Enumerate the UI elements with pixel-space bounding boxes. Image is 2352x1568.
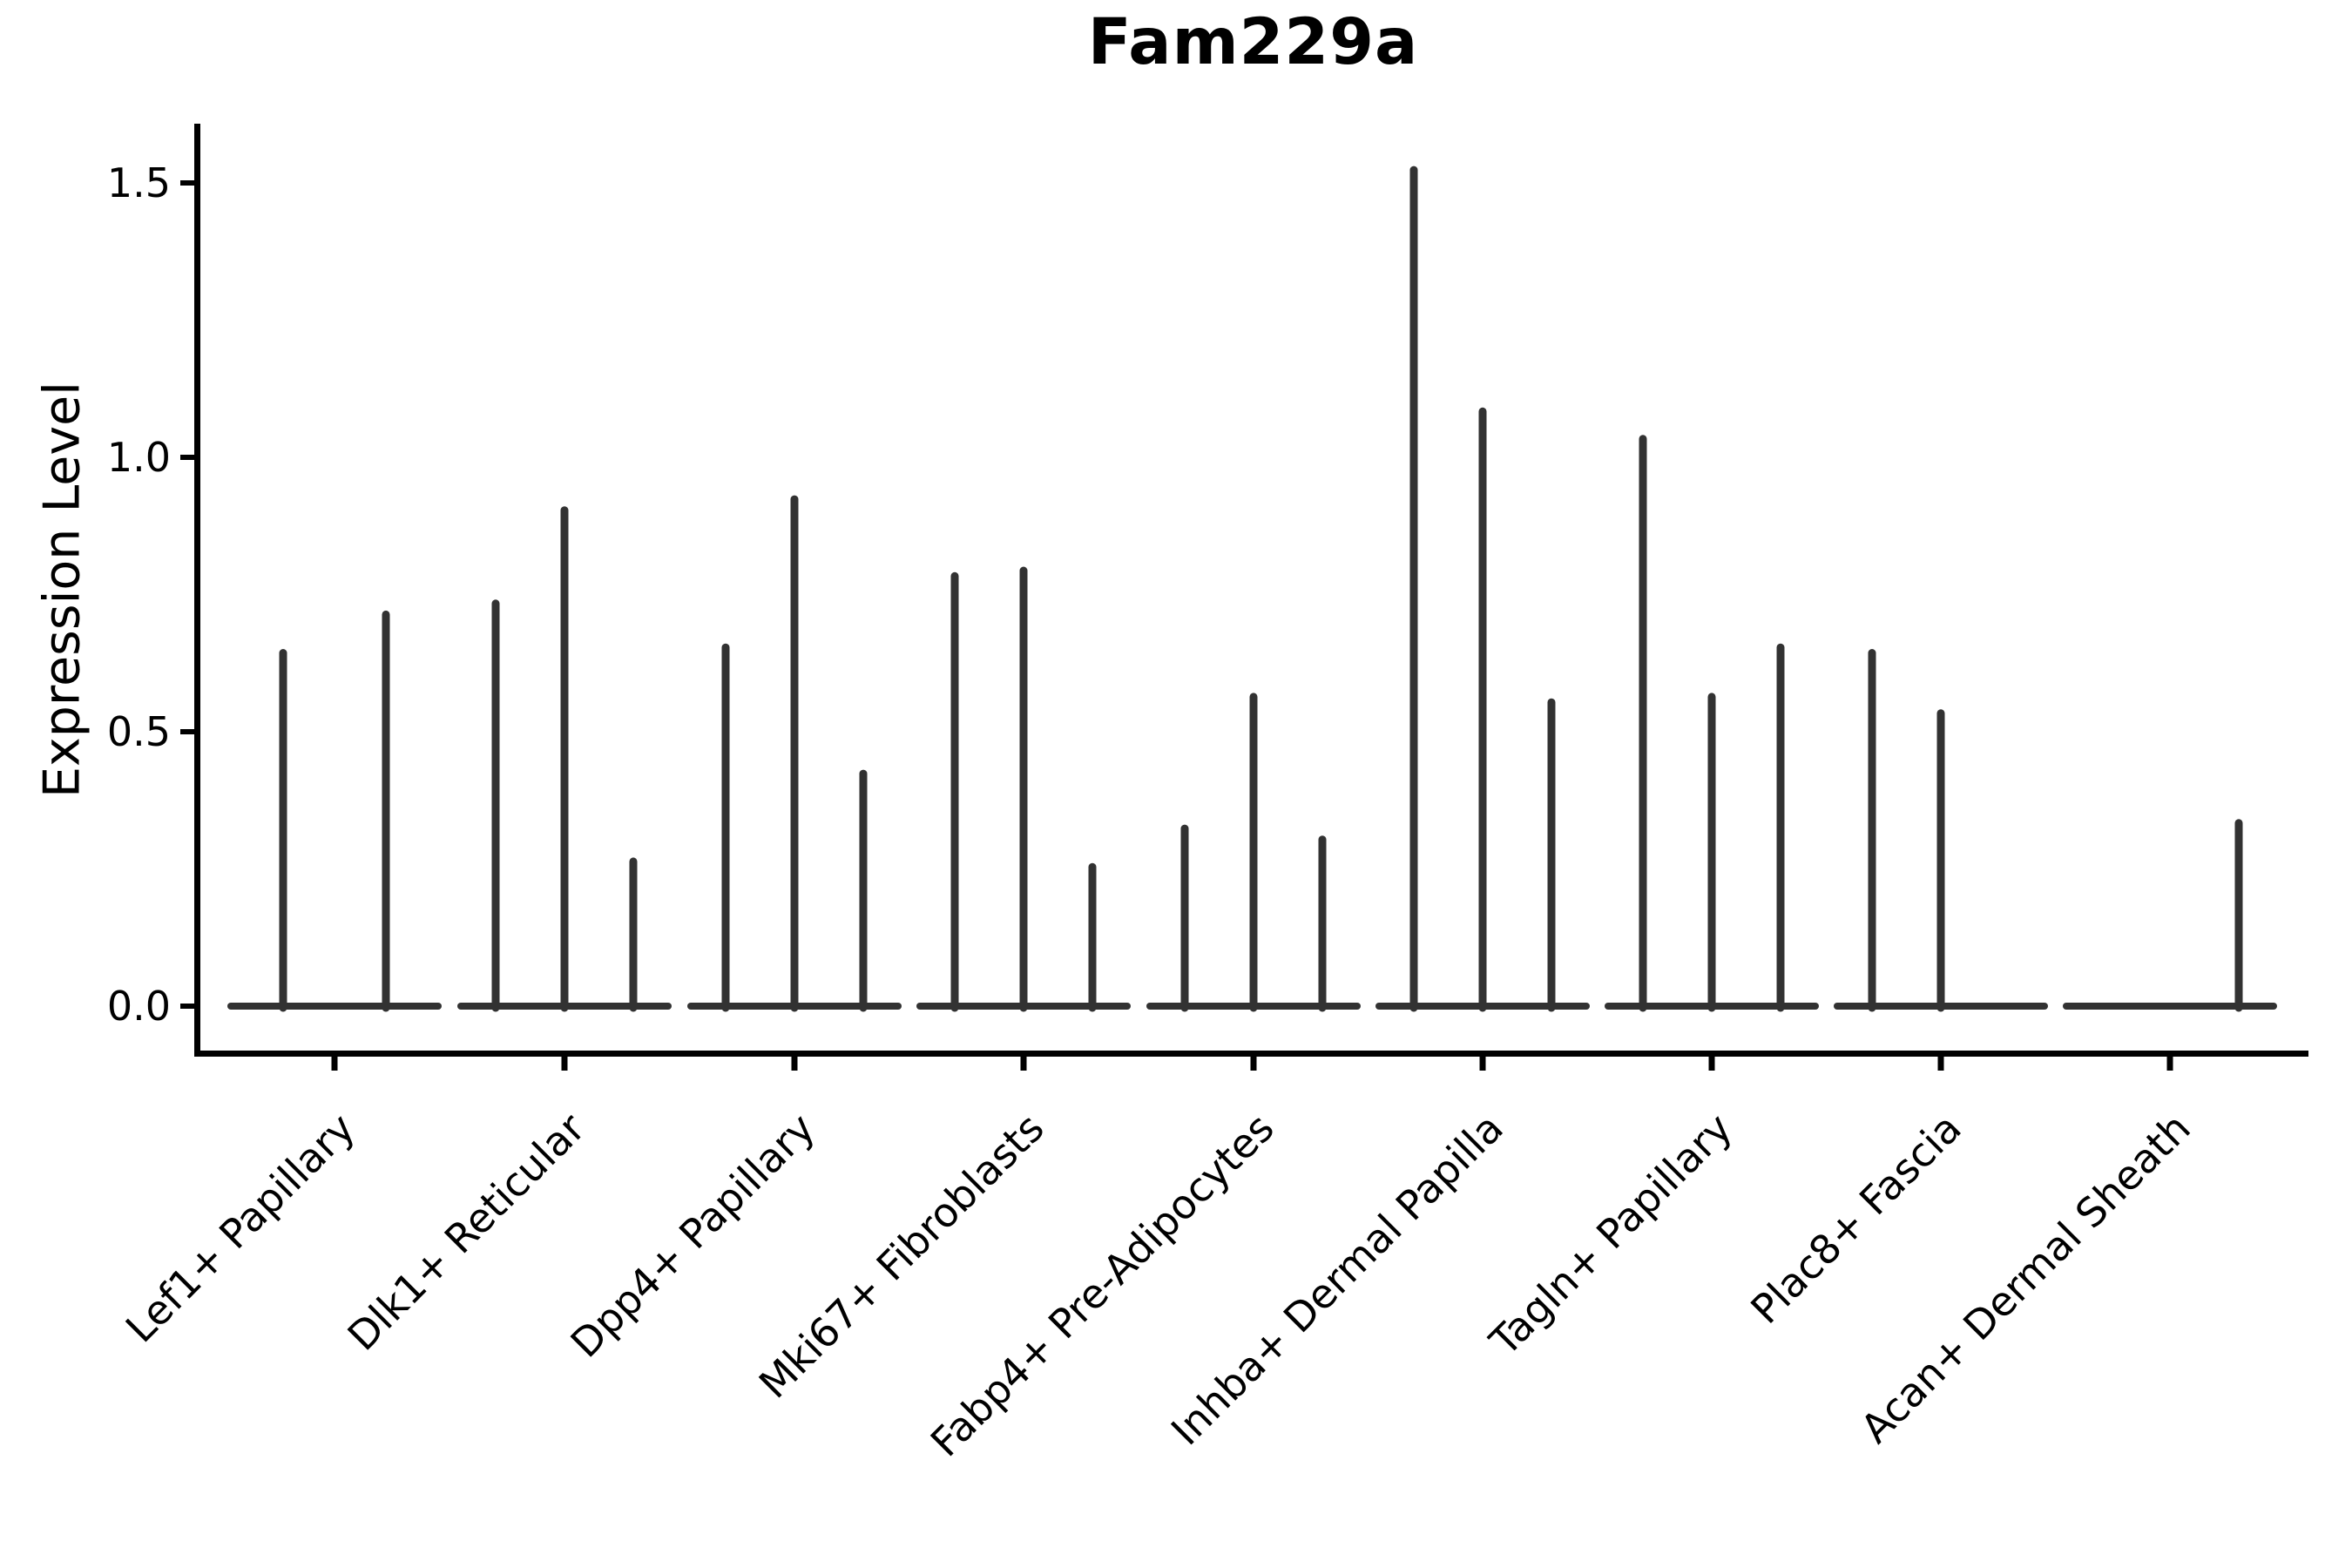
x-tick-label: Dpp4+ Papillary	[562, 1105, 824, 1367]
x-tick-label: Lef1+ Papillary	[117, 1105, 364, 1352]
x-tick-label: Plac8+ Fascia	[1741, 1105, 1970, 1333]
left-spine	[194, 124, 200, 1057]
x-tick-label: Tagln+ Papillary	[1480, 1105, 1741, 1366]
y-tick-label: 0.5	[107, 708, 171, 755]
bottom-spine	[194, 1051, 2308, 1057]
y-tick-label: 1.5	[107, 159, 171, 206]
chart-title: Fam229a	[1087, 5, 1419, 79]
y-tick-label: 0.0	[107, 983, 171, 1030]
y-tick-label: 1.0	[107, 434, 171, 481]
x-tick-label: Dlk1+ Reticular	[339, 1105, 594, 1360]
